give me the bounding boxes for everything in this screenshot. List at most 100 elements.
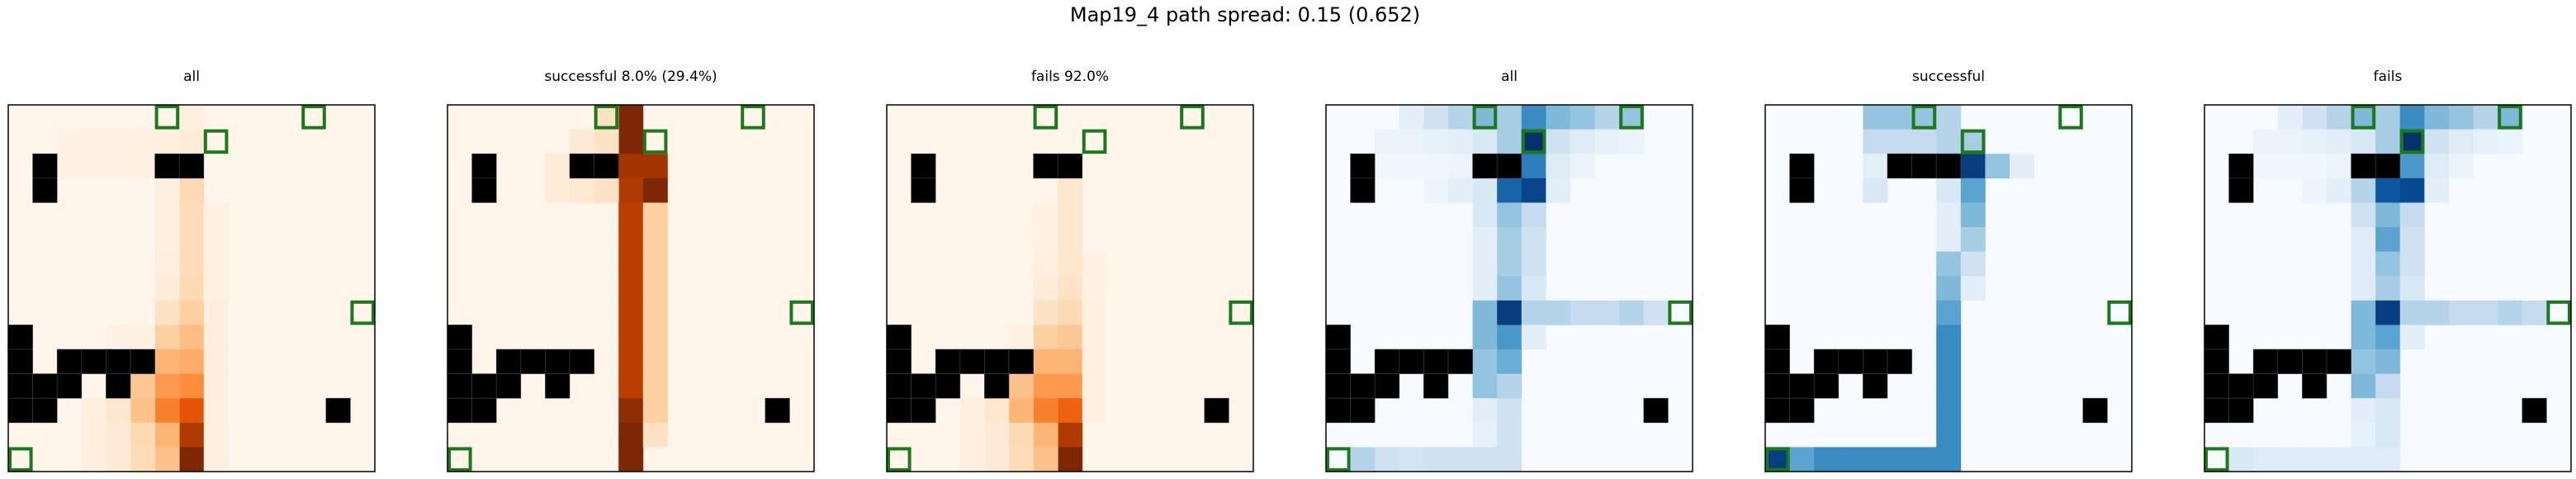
obstacle-cell <box>1204 397 1229 424</box>
heatmap-cell <box>1375 154 1400 179</box>
heatmap-cell <box>2399 300 2425 325</box>
heatmap-cell <box>2302 105 2327 130</box>
heatmap-cell <box>1082 398 1107 424</box>
obstacle-cell <box>886 349 912 374</box>
heatmap-cell <box>130 154 155 179</box>
obstacle-cell <box>1008 349 1034 374</box>
heatmap-cell <box>2399 227 2425 252</box>
target-marker <box>301 105 326 130</box>
heatmap-cell <box>2375 202 2401 228</box>
obstacle-cell <box>471 373 497 399</box>
heatmap-cell <box>2351 300 2376 325</box>
heatmap-cell <box>2375 227 2401 252</box>
heatmap-cell <box>1887 447 1912 472</box>
heatmap-cell <box>1448 129 1473 154</box>
obstacle-cell <box>471 397 497 424</box>
heatmap-cell <box>2399 202 2425 228</box>
obstacle-cell <box>886 325 912 350</box>
heatmap-cell <box>1546 300 1571 325</box>
heatmap-cell <box>106 398 131 424</box>
heatmap-cell <box>1521 105 1546 130</box>
target-marker <box>887 447 912 472</box>
obstacle-cell <box>7 397 33 424</box>
heatmap-cell <box>1789 447 1815 472</box>
obstacle-cell <box>569 349 594 374</box>
heatmap-cell <box>1448 178 1473 203</box>
heatmap-cell <box>1472 202 1498 228</box>
heatmap-cell <box>1082 325 1107 350</box>
heatmap-cell <box>1936 373 1962 399</box>
heatmap-cell <box>154 373 180 399</box>
heatmap-cell <box>1033 300 1058 325</box>
heatmap-cell <box>1911 129 1937 154</box>
heatmap-cell <box>959 447 985 472</box>
heatmap-panel-orange-all: all <box>7 69 376 472</box>
heatmap-cell <box>179 227 205 252</box>
obstacle-cell <box>959 349 985 374</box>
heatmap-cell <box>1033 373 1058 399</box>
heatmap-cell <box>2351 325 2376 350</box>
heatmap-cell <box>2351 398 2376 424</box>
heatmap-cell <box>154 178 180 203</box>
heatmap-cell <box>1009 422 1034 448</box>
panel-frame <box>1325 104 1693 472</box>
heatmap-cell <box>618 373 644 399</box>
obstacle-cell <box>935 373 961 399</box>
heatmap-cell <box>1082 300 1107 325</box>
heatmap-cell <box>154 251 180 277</box>
heatmap-cell <box>179 202 205 228</box>
heatmap-cell <box>2253 447 2279 472</box>
heatmap-cell <box>2228 447 2254 472</box>
obstacle-cell <box>2252 373 2279 399</box>
heatmap-cell <box>130 325 155 350</box>
obstacle-cell <box>2252 349 2279 374</box>
obstacle-cell <box>7 349 33 374</box>
obstacle-cell <box>7 373 33 399</box>
heatmap-cell <box>154 398 180 424</box>
heatmap-cell <box>618 325 644 350</box>
heatmap-cell <box>179 373 205 399</box>
heatmap-cell <box>1423 105 1449 130</box>
obstacle-cell <box>130 349 155 374</box>
panel-frame <box>886 104 1254 472</box>
heatmap-cell <box>2498 300 2523 325</box>
heatmap-cell <box>1472 251 1498 277</box>
heatmap-cell <box>2327 154 2351 179</box>
heatmap-cell <box>130 398 155 424</box>
heatmap-cell <box>1887 129 1912 154</box>
heatmap-cell <box>2498 105 2523 130</box>
heatmap-cell <box>2522 300 2547 325</box>
heatmap-cell <box>1423 129 1449 154</box>
heatmap-cell <box>203 251 229 277</box>
heatmap-cell <box>1448 154 1473 179</box>
heatmap-cell <box>1423 447 1449 472</box>
obstacle-cell <box>1789 178 1815 203</box>
obstacle-cell <box>2375 153 2401 179</box>
heatmap-cell <box>1058 300 1083 325</box>
heatmap-cell <box>1058 202 1083 228</box>
heatmap-cell <box>1009 325 1034 350</box>
heatmap-cell <box>1033 325 1058 350</box>
target-marker <box>2058 105 2083 130</box>
heatmap-cell <box>154 349 180 374</box>
heatmap-cell <box>1619 129 1645 154</box>
heatmap-cell <box>618 227 644 252</box>
heatmap-cell <box>1472 373 1498 399</box>
target-marker <box>8 447 33 472</box>
heatmap-cell <box>1497 349 1522 374</box>
obstacle-cell <box>2204 349 2229 374</box>
heatmap-cell <box>1863 105 1888 130</box>
heatmap-cell <box>179 276 205 301</box>
obstacle-cell <box>594 153 619 179</box>
heatmap-cell <box>2253 129 2279 154</box>
heatmap-cell <box>179 325 205 350</box>
obstacle-cell <box>911 397 936 424</box>
obstacle-cell <box>2204 325 2229 350</box>
heatmap-cell <box>2449 154 2474 179</box>
obstacle-cell <box>569 153 594 179</box>
obstacle-cell <box>81 349 107 374</box>
heatmap-cell <box>545 178 571 203</box>
heatmap-cell <box>1960 202 1986 228</box>
panel-title: fails <box>2374 69 2403 85</box>
